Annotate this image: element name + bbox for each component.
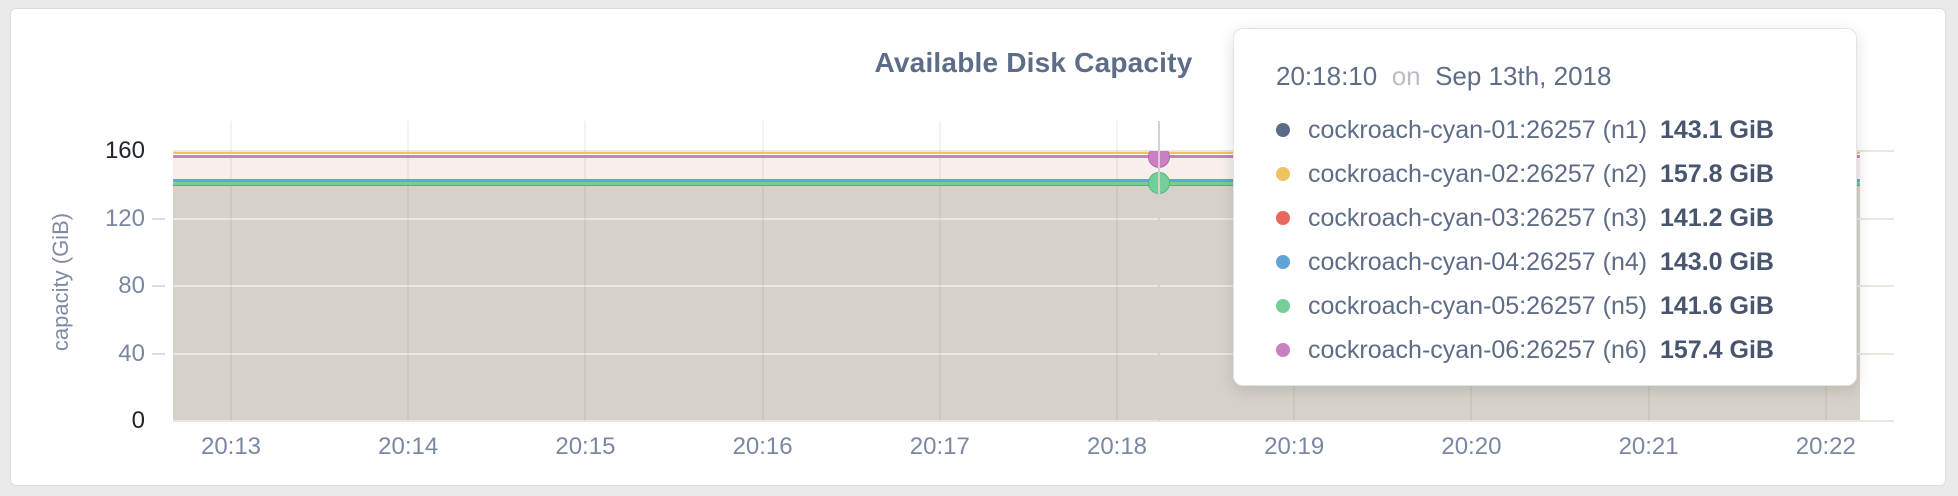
v-gridline bbox=[230, 121, 232, 421]
chart-title: Available Disk Capacity bbox=[874, 47, 1193, 78]
v-gridline bbox=[938, 121, 941, 421]
tooltip-series-list: cockroach-cyan-01:26257 (n1) 143.1 GiB coc… bbox=[1276, 108, 1820, 372]
y-tick-label: 80 bbox=[118, 272, 145, 299]
x-tick-label: 20:22 bbox=[1795, 433, 1856, 460]
x-tick-label: 20:18 bbox=[1086, 433, 1148, 460]
chart-card: Available Disk Capacity capacity (GiB) 0… bbox=[10, 8, 1946, 486]
v-gridline bbox=[584, 121, 587, 421]
tooltip-series-row: cockroach-cyan-01:26257 (n1) 143.1 GiB bbox=[1276, 108, 1820, 152]
h-gridline bbox=[173, 150, 1894, 152]
tooltip-series-value: 141.2 GiB bbox=[1660, 203, 1774, 232]
series-color-swatch bbox=[1276, 123, 1290, 137]
tooltip-series-row: cockroach-cyan-05:26257 (n5) 141.6 GiB bbox=[1276, 284, 1820, 328]
tooltip-date bbox=[1428, 61, 1435, 91]
tooltip-series-row: cockroach-cyan-06:26257 (n6) 157.4 GiB bbox=[1276, 328, 1820, 372]
tooltip-series-value: 157.8 GiB bbox=[1660, 159, 1774, 188]
hover-tooltip: 20:18:10 on Sep 13th, 2018 cockroach-cya… bbox=[1233, 28, 1857, 386]
series-color-swatch bbox=[1276, 211, 1290, 225]
h-gridline bbox=[173, 217, 1894, 220]
y-tick-label: 120 bbox=[104, 204, 145, 232]
tooltip-date-text: Sep 13th, 2018 bbox=[1435, 61, 1612, 91]
tooltip-series-name: cockroach-cyan-03:26257 (n3) bbox=[1308, 203, 1648, 232]
tooltip-series-name: cockroach-cyan-06:26257 (n6) bbox=[1308, 335, 1648, 364]
y-tick-label: 40 bbox=[118, 339, 145, 367]
tooltip-series-name: cockroach-cyan-04:26257 (n4) bbox=[1308, 247, 1648, 276]
tooltip-time: 20:18:10 bbox=[1276, 61, 1378, 91]
tooltip-series-name: cockroach-cyan-01:26257 (n1) bbox=[1308, 115, 1648, 144]
tooltip-series-value: 157.4 GiB bbox=[1660, 335, 1774, 364]
series-line-n5 bbox=[173, 182, 1860, 186]
y-tick-label: 160 bbox=[104, 137, 145, 164]
tooltip-connector bbox=[1384, 61, 1391, 91]
h-gridline bbox=[173, 352, 1894, 355]
x-tick-label: 20:17 bbox=[909, 433, 970, 460]
x-tick-label: 20:21 bbox=[1618, 433, 1679, 460]
tooltip-series-name: cockroach-cyan-05:26257 (n5) bbox=[1308, 291, 1648, 320]
tooltip-series-row: cockroach-cyan-02:26257 (n2) 157.8 GiB bbox=[1276, 152, 1820, 196]
tooltip-series-value: 141.6 GiB bbox=[1660, 291, 1774, 320]
x-tick-label: 20:13 bbox=[200, 433, 262, 460]
x-tick-label: 20:15 bbox=[555, 433, 616, 460]
y-tick-label: 0 bbox=[131, 407, 145, 434]
v-gridline bbox=[407, 121, 410, 421]
h-gridline bbox=[173, 285, 1894, 287]
x-tick-label: 20:16 bbox=[732, 433, 793, 460]
x-tick-label: 20:19 bbox=[1264, 433, 1325, 460]
h-gridline bbox=[173, 420, 1894, 422]
series-color-swatch bbox=[1276, 299, 1290, 313]
v-gridline bbox=[761, 121, 764, 421]
y-tick-mark bbox=[152, 217, 165, 220]
series-line-n6 bbox=[173, 155, 1860, 159]
y-tick-mark bbox=[152, 285, 165, 287]
tooltip-series-row: cockroach-cyan-03:26257 (n3) 141.2 GiB bbox=[1276, 196, 1820, 240]
tooltip-on-word: on bbox=[1391, 61, 1421, 91]
tooltip-series-name: cockroach-cyan-02:26257 (n2) bbox=[1308, 159, 1648, 188]
series-color-swatch bbox=[1276, 167, 1290, 181]
tooltip-series-row: cockroach-cyan-04:26257 (n4) 143.0 GiB bbox=[1276, 240, 1820, 284]
x-tick-label: 20:20 bbox=[1441, 433, 1502, 460]
x-tick-label: 20:14 bbox=[378, 433, 439, 460]
tooltip-series-value: 143.0 GiB bbox=[1660, 247, 1774, 276]
y-tick-mark bbox=[152, 352, 165, 355]
v-gridline bbox=[1116, 121, 1118, 421]
series-color-swatch bbox=[1276, 255, 1290, 269]
tooltip-header: 20:18:10 on Sep 13th, 2018 bbox=[1276, 61, 1820, 92]
series-color-swatch bbox=[1276, 343, 1290, 357]
crosshair-line bbox=[1158, 121, 1160, 421]
series-line-n2 bbox=[173, 151, 1860, 155]
tooltip-series-value: 143.1 GiB bbox=[1660, 115, 1774, 144]
series-line-n4 bbox=[173, 179, 1860, 183]
